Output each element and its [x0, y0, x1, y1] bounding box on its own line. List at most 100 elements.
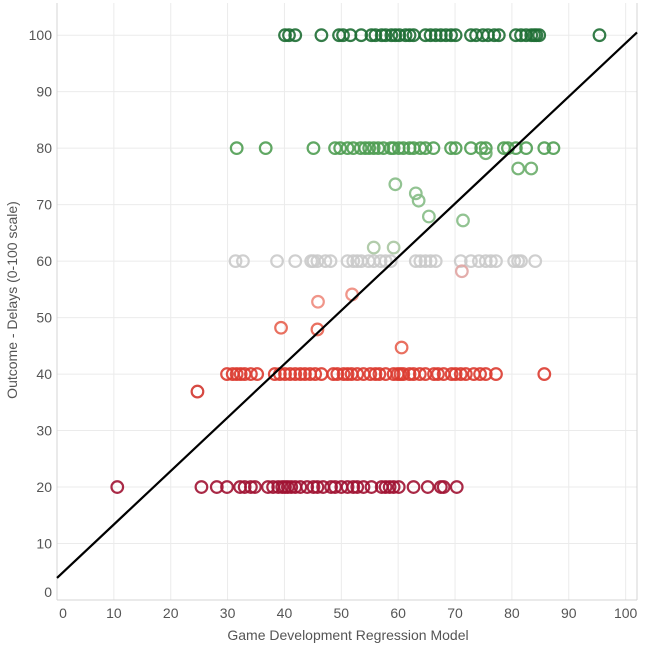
grid: [56, 3, 637, 601]
data-point: [406, 480, 421, 494]
data-point: [386, 240, 401, 255]
x-tick-label: 60: [390, 605, 406, 621]
data-point: [326, 367, 341, 381]
x-tick-label: 100: [614, 605, 638, 621]
y-tick-label: 90: [36, 84, 52, 100]
data-point: [383, 254, 398, 269]
data-point: [592, 28, 607, 43]
trendline-group: [56, 31, 638, 579]
data-point: [267, 367, 282, 381]
y-tick-label: 60: [36, 253, 52, 269]
data-point: [261, 480, 275, 494]
data-point: [514, 28, 528, 43]
data-point: [413, 254, 428, 269]
data-point: [532, 28, 547, 43]
data-point: [431, 367, 445, 381]
data-point: [402, 28, 417, 43]
data-point: [408, 254, 423, 269]
data-point: [258, 141, 273, 156]
data-point: [489, 367, 503, 381]
y-tick-label: 70: [36, 197, 52, 213]
data-point: [314, 28, 329, 43]
data-point: [456, 213, 470, 228]
data-point: [386, 367, 401, 381]
data-point: [298, 367, 312, 381]
data-point: [293, 480, 308, 494]
data-point: [340, 367, 355, 381]
data-point: [336, 28, 350, 43]
data-point: [333, 141, 348, 156]
data-point: [237, 480, 252, 494]
data-point: [308, 367, 323, 381]
data-point: [278, 28, 292, 43]
data-point: [426, 141, 441, 156]
data-point: [384, 28, 399, 43]
data-point: [448, 141, 463, 156]
data-point: [250, 367, 265, 381]
data-point: [449, 480, 464, 494]
data-point: [453, 367, 468, 381]
data-point: [372, 367, 387, 381]
x-tick-label: 0: [59, 605, 67, 621]
y-tick-label: 80: [36, 140, 52, 156]
data-point: [310, 322, 325, 337]
data-point: [323, 254, 338, 269]
data-point: [386, 141, 401, 156]
x-tick-label: 20: [163, 605, 179, 621]
data-point: [478, 146, 493, 161]
data-point: [412, 367, 427, 381]
data-point: [378, 254, 393, 269]
data-point: [368, 28, 383, 43]
data-point: [373, 254, 388, 269]
data-point: [350, 367, 365, 381]
data-point: [427, 367, 441, 381]
data-point: [358, 141, 373, 156]
data-point: [396, 367, 411, 381]
data-point: [546, 141, 561, 156]
data-point: [345, 287, 360, 302]
data-point: [244, 367, 258, 381]
data-point: [436, 480, 451, 494]
data-points: [110, 28, 607, 494]
data-point: [353, 141, 368, 156]
y-tick-label: 30: [36, 423, 52, 439]
data-point: [330, 367, 345, 381]
data-point: [306, 480, 321, 494]
data-point: [491, 28, 506, 43]
data-point: [382, 480, 397, 494]
data-point: [247, 480, 262, 494]
data-point: [288, 28, 303, 43]
x-tick-label: 50: [334, 605, 350, 621]
data-point: [220, 480, 234, 494]
data-point: [464, 141, 478, 156]
data-point: [288, 254, 303, 269]
data-point: [356, 480, 371, 494]
data-point: [363, 367, 378, 381]
data-point: [378, 480, 393, 494]
data-point: [378, 28, 393, 43]
data-point: [428, 254, 443, 269]
data-point: [283, 367, 298, 381]
data-point: [394, 340, 409, 355]
data-point: [537, 141, 552, 156]
data-point: [368, 367, 383, 381]
data-point: [233, 367, 248, 381]
data-point: [478, 367, 493, 381]
data-point: [418, 254, 433, 269]
data-point: [508, 28, 523, 43]
data-point: [346, 480, 361, 494]
data-point: [374, 28, 389, 43]
data-point: [418, 141, 433, 156]
data-point: [423, 28, 438, 43]
data-point: [392, 28, 407, 43]
data-point: [478, 254, 493, 269]
data-point: [209, 480, 224, 494]
data-point: [391, 480, 406, 494]
y-axis-title: Outcome - Delays (0-100 scale): [4, 201, 20, 399]
data-point: [311, 294, 325, 309]
data-point: [402, 367, 417, 381]
data-point: [354, 28, 369, 43]
y-tick-label: 20: [36, 479, 52, 495]
data-point: [340, 254, 355, 269]
